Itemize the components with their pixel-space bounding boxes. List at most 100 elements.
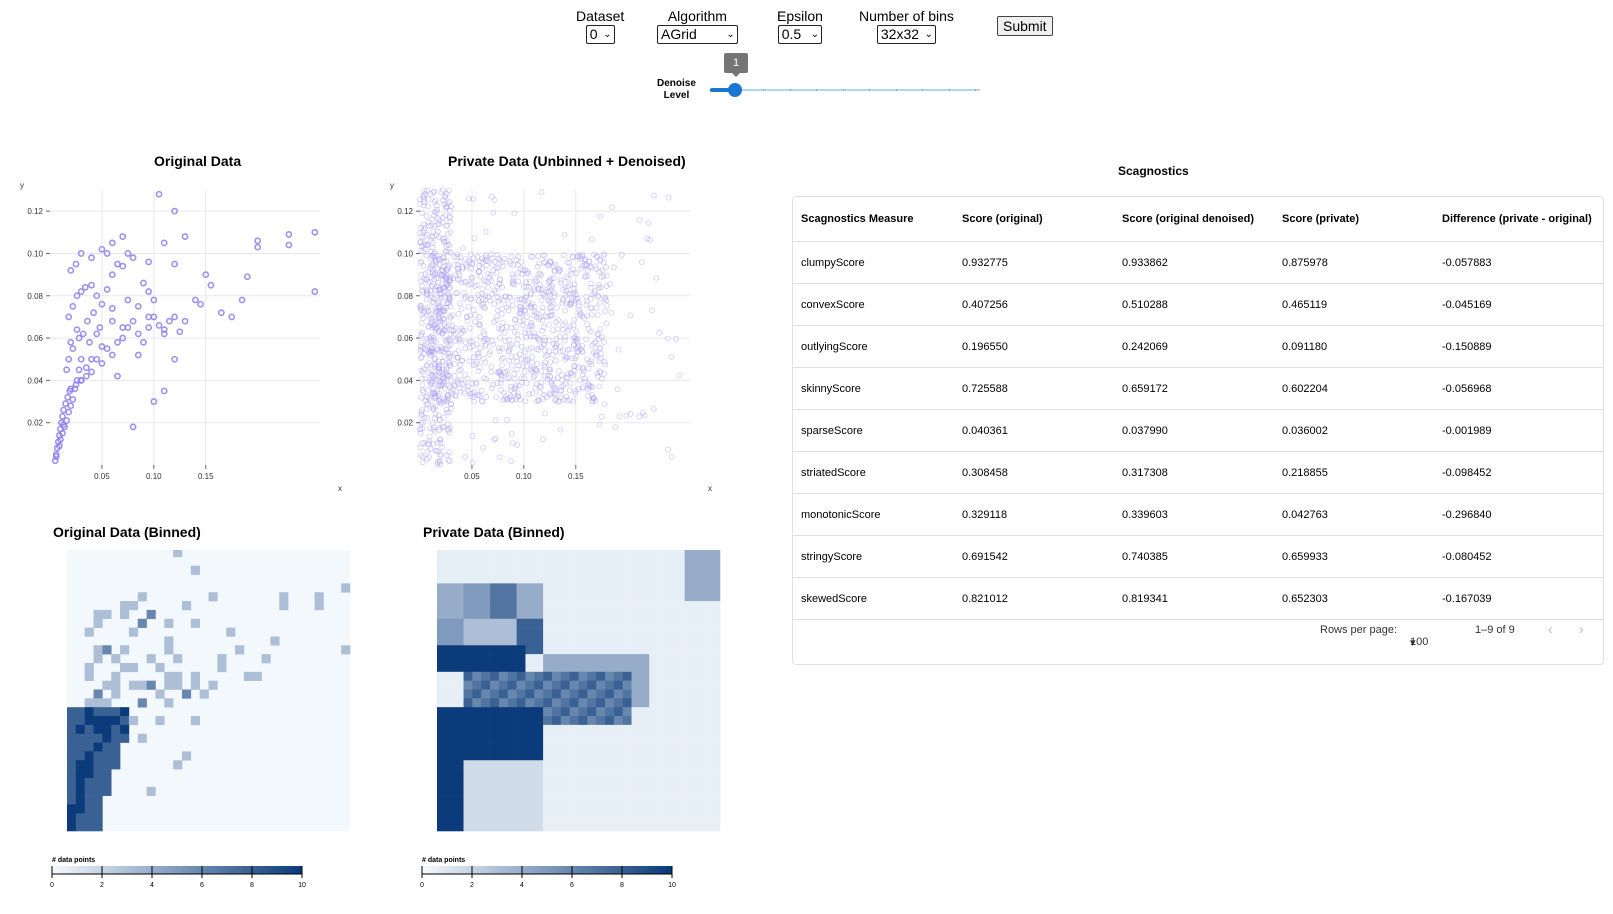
data-point <box>439 358 446 365</box>
heatmap-cell <box>516 609 526 620</box>
heatmap-cell <box>226 627 236 637</box>
epsilon-select[interactable]: 0.5 ⌄ <box>777 25 823 44</box>
measure-cell: outlyingScore <box>793 325 954 368</box>
data-point <box>514 331 521 338</box>
data-point <box>432 390 439 397</box>
column-header-score-original-denoised[interactable]: Score (original denoised) <box>1114 197 1274 242</box>
denoise-slider-thumb[interactable] <box>728 83 742 97</box>
heatmap-cell <box>622 592 632 602</box>
legend-swatch <box>447 866 453 874</box>
bins-select[interactable]: 32x32 ⌄ <box>876 25 937 44</box>
data-point <box>557 349 564 355</box>
heatmap-cell <box>454 822 464 832</box>
heatmap-cell <box>587 751 597 761</box>
data-point <box>478 397 485 404</box>
heatmap-cell <box>605 769 615 779</box>
heatmap-cell <box>711 627 721 637</box>
data-point <box>534 360 540 367</box>
heatmap-cell <box>587 724 597 735</box>
heatmap-cell <box>490 654 500 664</box>
column-header-score-private[interactable]: Score (private) <box>1274 197 1434 242</box>
data-point <box>65 355 73 363</box>
data-point <box>580 368 587 375</box>
heatmap-cell <box>463 636 473 646</box>
data-point <box>549 352 556 358</box>
column-header-measure[interactable]: Scagnostics Measure <box>793 197 954 242</box>
heatmap-cell <box>649 654 659 664</box>
column-header-score-original[interactable]: Score (original) <box>954 197 1114 242</box>
dataset-select[interactable]: 0 ⌄ <box>585 25 615 44</box>
data-point <box>538 189 545 195</box>
heatmap-cell <box>675 556 685 566</box>
legend-swatch <box>97 866 103 874</box>
heatmap-cell <box>543 822 553 832</box>
data-point <box>576 377 583 384</box>
data-point <box>417 238 424 245</box>
heatmap-cell <box>622 804 632 814</box>
algorithm-select[interactable]: AGrid ⌄ <box>657 25 738 44</box>
heatmap-cell <box>578 671 588 681</box>
data-point <box>593 266 600 272</box>
heatmap-cell <box>649 680 659 690</box>
measure-cell: monotonicScore <box>793 493 954 536</box>
heatmap-cell <box>631 698 641 708</box>
data-point <box>431 415 438 422</box>
data-point <box>579 342 586 349</box>
legend-swatch <box>492 866 498 874</box>
data-point <box>551 267 558 274</box>
data-point <box>554 374 561 381</box>
heatmap-cell <box>490 698 500 708</box>
heatmap-cell <box>613 671 624 681</box>
table-row: striatedScore 0.308458 0.317308 0.218855 -0.… <box>793 451 1603 494</box>
legend-swatch <box>587 866 593 874</box>
heatmap-cell <box>181 751 192 761</box>
heatmap-cell <box>560 609 570 620</box>
heatmap-cell <box>516 724 526 735</box>
heatmap-cell <box>587 636 597 646</box>
next-page-icon[interactable]: › <box>1579 621 1584 637</box>
measure-cell: clumpyScore <box>793 241 954 284</box>
data-point <box>612 424 619 431</box>
heatmap-cell <box>516 636 526 646</box>
previous-page-icon[interactable]: ‹ <box>1548 621 1553 637</box>
data-point <box>451 254 458 261</box>
heatmap-cell <box>437 680 447 690</box>
data-point <box>447 331 454 337</box>
data-point <box>419 229 426 236</box>
data-point <box>417 346 424 353</box>
data-point <box>488 278 495 285</box>
data-point <box>437 303 444 309</box>
heatmap-cell <box>534 804 544 814</box>
heatmap-cell <box>702 583 712 593</box>
heatmap-cell <box>463 733 473 743</box>
data-point <box>464 383 471 390</box>
heatmap-cell <box>605 601 615 611</box>
submit-button[interactable]: Submit <box>997 16 1053 36</box>
legend-swatch <box>557 866 563 874</box>
data-point <box>72 260 80 268</box>
legend-swatch <box>152 866 158 874</box>
heatmap-cell <box>534 777 544 788</box>
data-point <box>547 390 553 397</box>
data-point <box>511 390 517 397</box>
heatmap-cell <box>587 565 597 575</box>
heatmap-cell <box>454 645 464 655</box>
heatmap-cell <box>658 574 668 584</box>
heatmap-cell <box>111 671 121 681</box>
heatmap-cell <box>454 751 464 761</box>
chevron-down-icon: ⌄ <box>726 29 735 40</box>
column-header-difference[interactable]: Difference (private - original) <box>1434 197 1603 242</box>
denoise-slider-rail[interactable] <box>710 89 980 91</box>
heatmap-cell <box>631 654 641 664</box>
heatmap-cell <box>445 601 455 611</box>
heatmap-cell <box>463 550 473 558</box>
heatmap-cell <box>551 822 562 832</box>
data-point <box>664 446 671 453</box>
data-point <box>532 275 539 282</box>
data-point <box>676 372 683 379</box>
heatmap-cell <box>613 654 624 664</box>
heatmap-cell <box>481 769 491 779</box>
heatmap-cell <box>516 742 526 752</box>
heatmap-cell <box>75 707 85 717</box>
data-point <box>438 271 445 278</box>
